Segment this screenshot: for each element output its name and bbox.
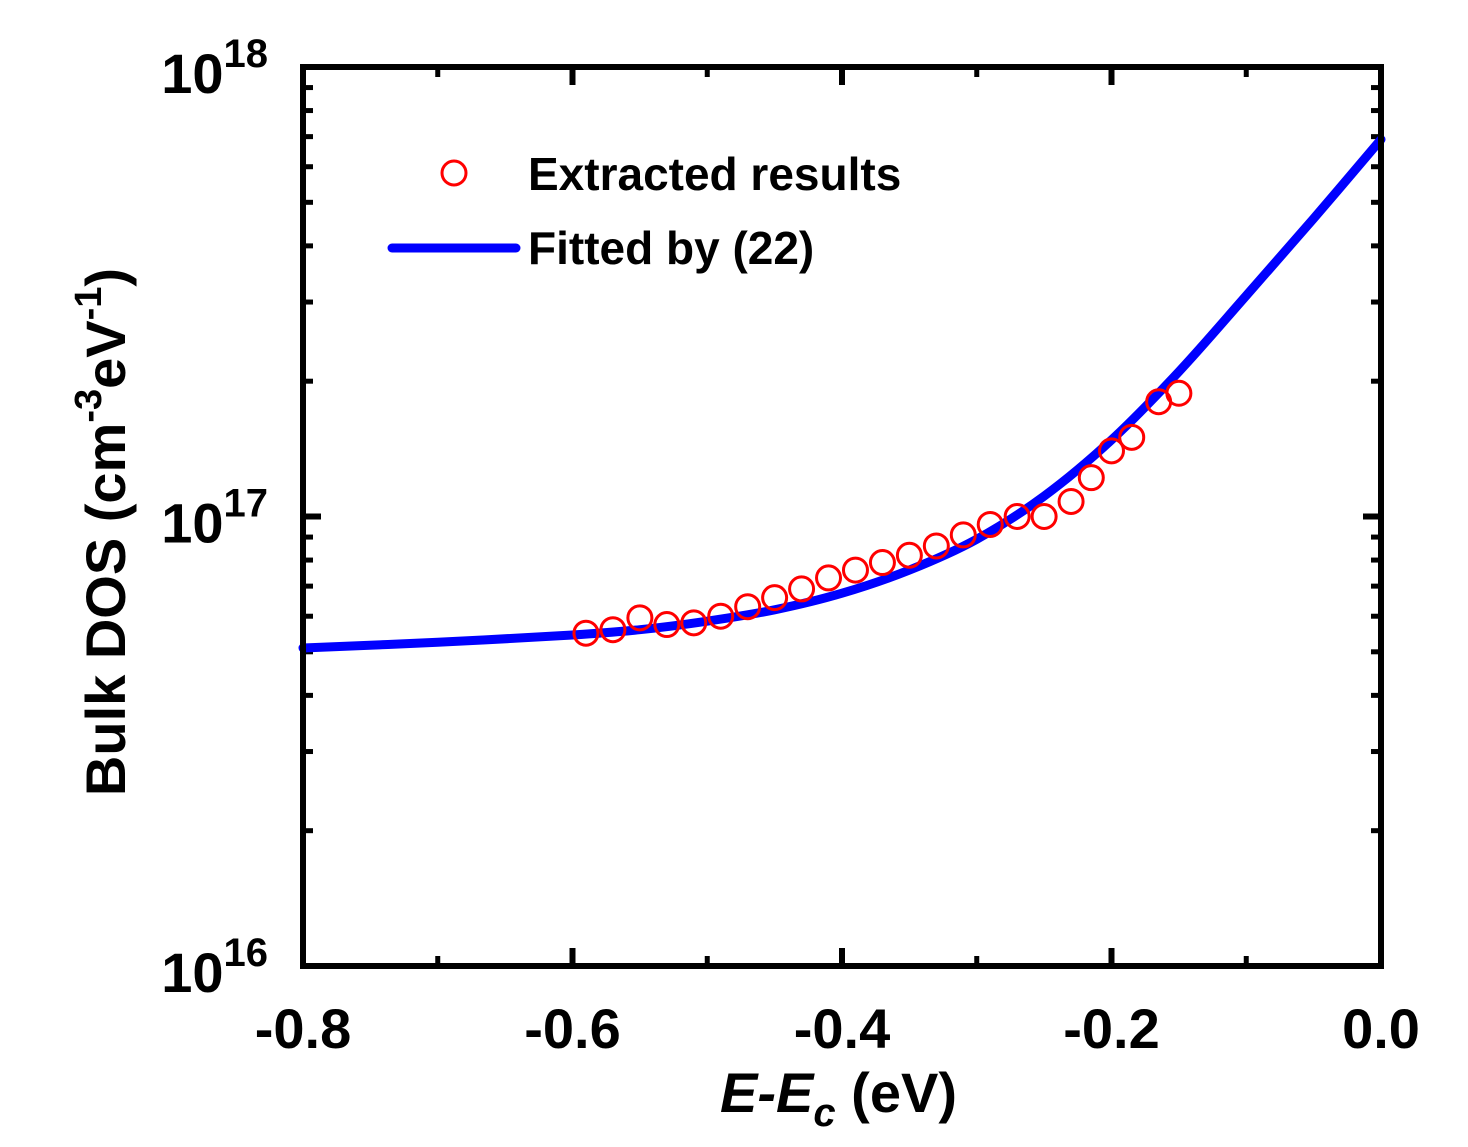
y-axis-title-exp1: -3 (68, 389, 110, 423)
x-tick-label: -0.8 (255, 997, 352, 1060)
scatter-point (1077, 464, 1105, 492)
plot-frame (300, 64, 1384, 969)
x-axis-title-sub: c (813, 1091, 835, 1135)
scatter-point (815, 564, 843, 592)
x-tick-label: -0.2 (1063, 997, 1160, 1060)
x-tick-label: -0.4 (794, 997, 891, 1060)
scatter-point (1057, 487, 1085, 515)
scatter-point (1165, 379, 1193, 407)
scatter-series (572, 379, 1193, 647)
scatter-point (949, 521, 977, 549)
scatter-point (1118, 423, 1146, 451)
y-tick-labels: 1016 1017 1018 (161, 32, 268, 1004)
fit-line (298, 134, 1386, 653)
major-ticks (300, 64, 1384, 969)
y-axis-title-exp2: -1 (68, 287, 110, 321)
y-axis-title-prefix: Bulk DOS (cm (74, 423, 137, 796)
legend-line-label: Fitted by (22) (528, 222, 814, 274)
scatter-point (1098, 437, 1125, 465)
y-tick-label: 1016 (161, 931, 268, 1004)
x-tick-labels: -0.8 -0.6 -0.4 -0.2 0.0 (255, 997, 1420, 1060)
legend: Extracted results Fitted by (22) (387, 148, 901, 274)
scatter-point (626, 604, 654, 632)
x-tick-label: 0.0 (1342, 997, 1420, 1060)
scatter-point (922, 532, 950, 560)
scatter-point (653, 611, 681, 639)
fit-series (298, 134, 1386, 653)
minor-ticks (303, 67, 1381, 966)
y-tick-label: 1018 (161, 32, 268, 105)
scatter-point (868, 549, 896, 577)
scatter-point (734, 593, 762, 621)
scatter-point (895, 541, 923, 569)
scatter-point (680, 609, 708, 637)
x-axis-title-main: E-E (720, 1061, 815, 1124)
legend-scatter-label: Extracted results (528, 148, 901, 200)
scatter-point (599, 616, 627, 644)
scatter-point (976, 510, 1004, 538)
x-tick-label: -0.6 (524, 997, 621, 1060)
y-axis-title: Bulk DOS (cm-3eV-1) (68, 268, 137, 796)
x-axis-title-unit: (eV) (836, 1061, 957, 1124)
x-axis-title: E-Ec (eV) (720, 1061, 957, 1135)
y-axis-title-suffix: ) (74, 268, 137, 287)
scatter-point (572, 619, 600, 647)
scatter-point (788, 575, 816, 603)
y-tick-label: 1017 (161, 482, 268, 555)
scatter-point (1030, 503, 1058, 530)
scatter-point (761, 584, 789, 612)
scatter-point (841, 556, 869, 584)
scatter-point (707, 602, 735, 630)
scatter-point (1003, 503, 1031, 530)
legend-scatter-marker (440, 159, 468, 187)
y-axis-title-mid: eV (74, 320, 137, 389)
